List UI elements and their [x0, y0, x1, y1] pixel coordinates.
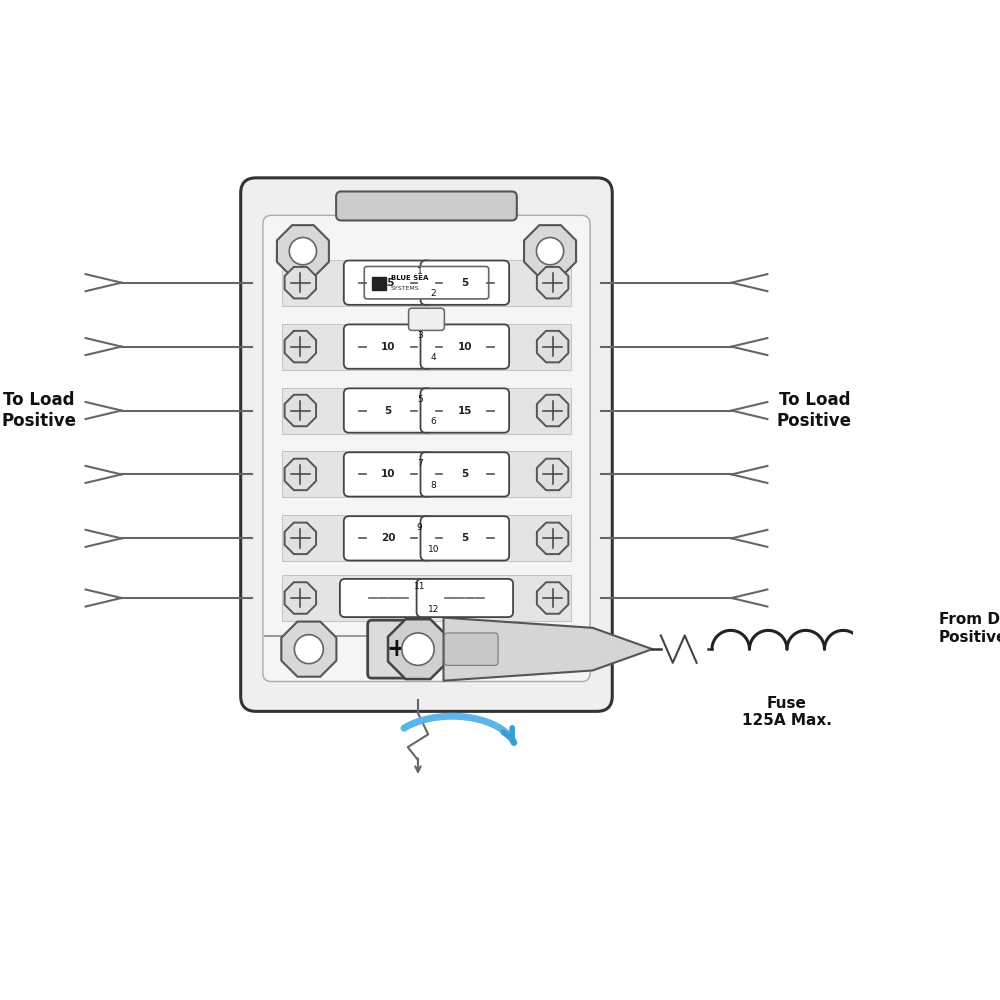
FancyBboxPatch shape	[368, 620, 426, 678]
FancyBboxPatch shape	[241, 178, 612, 711]
Text: 2: 2	[430, 289, 436, 298]
Text: To Load
Positive: To Load Positive	[777, 391, 852, 430]
FancyBboxPatch shape	[421, 452, 509, 497]
FancyBboxPatch shape	[344, 388, 432, 433]
Polygon shape	[285, 459, 316, 490]
FancyBboxPatch shape	[282, 451, 571, 497]
Text: SYSTEMS: SYSTEMS	[391, 286, 419, 291]
Text: 5: 5	[461, 533, 468, 543]
Polygon shape	[388, 619, 448, 679]
Text: To Load
Positive: To Load Positive	[1, 391, 76, 430]
Circle shape	[402, 633, 434, 665]
FancyBboxPatch shape	[417, 579, 513, 617]
Circle shape	[294, 635, 323, 664]
Text: 20: 20	[381, 533, 395, 543]
FancyBboxPatch shape	[282, 260, 571, 306]
FancyBboxPatch shape	[421, 388, 509, 433]
FancyBboxPatch shape	[344, 261, 432, 305]
Text: 1: 1	[417, 267, 423, 276]
FancyBboxPatch shape	[364, 266, 489, 299]
FancyBboxPatch shape	[282, 575, 571, 621]
Polygon shape	[285, 395, 316, 426]
Polygon shape	[524, 225, 576, 277]
Text: 7: 7	[417, 459, 423, 468]
Polygon shape	[537, 523, 568, 554]
Text: 8: 8	[430, 481, 436, 490]
Polygon shape	[285, 331, 316, 362]
Text: 12: 12	[428, 605, 439, 614]
Text: Fuse
125A Max.: Fuse 125A Max.	[742, 696, 832, 728]
Polygon shape	[285, 267, 316, 298]
Text: 10: 10	[381, 469, 395, 479]
FancyBboxPatch shape	[444, 633, 498, 665]
FancyBboxPatch shape	[344, 324, 432, 369]
Text: +: +	[387, 637, 407, 661]
FancyBboxPatch shape	[340, 579, 436, 617]
Text: 5: 5	[461, 469, 468, 479]
Polygon shape	[277, 225, 329, 277]
Text: 10: 10	[428, 545, 439, 554]
Polygon shape	[537, 582, 568, 614]
Polygon shape	[537, 331, 568, 362]
FancyBboxPatch shape	[421, 324, 509, 369]
Text: 10: 10	[458, 342, 472, 352]
FancyBboxPatch shape	[336, 191, 517, 220]
FancyBboxPatch shape	[421, 516, 509, 561]
Text: 4: 4	[430, 353, 436, 362]
Text: From DC
Positive: From DC Positive	[939, 612, 1000, 645]
FancyBboxPatch shape	[409, 308, 444, 330]
Text: 3: 3	[417, 331, 423, 340]
Polygon shape	[537, 267, 568, 298]
Polygon shape	[285, 582, 316, 614]
Text: 5: 5	[385, 406, 392, 416]
Text: 5: 5	[417, 395, 423, 404]
FancyBboxPatch shape	[282, 324, 571, 370]
FancyBboxPatch shape	[344, 452, 432, 497]
Text: 15: 15	[381, 278, 395, 288]
Polygon shape	[537, 395, 568, 426]
Text: 9: 9	[417, 523, 423, 532]
Polygon shape	[537, 459, 568, 490]
FancyBboxPatch shape	[282, 388, 571, 434]
FancyBboxPatch shape	[282, 515, 571, 561]
Polygon shape	[444, 618, 652, 681]
Text: 6: 6	[430, 417, 436, 426]
Text: 11: 11	[414, 582, 425, 591]
FancyBboxPatch shape	[263, 215, 590, 682]
Bar	[372, 277, 386, 290]
Text: 5: 5	[461, 278, 468, 288]
FancyBboxPatch shape	[421, 261, 509, 305]
Circle shape	[289, 238, 317, 265]
Circle shape	[536, 238, 564, 265]
Circle shape	[871, 637, 895, 661]
Text: BLUE SEA: BLUE SEA	[391, 275, 428, 281]
Polygon shape	[285, 523, 316, 554]
FancyBboxPatch shape	[344, 516, 432, 561]
Text: 10: 10	[381, 342, 395, 352]
Text: 15: 15	[458, 406, 472, 416]
Polygon shape	[281, 622, 336, 677]
